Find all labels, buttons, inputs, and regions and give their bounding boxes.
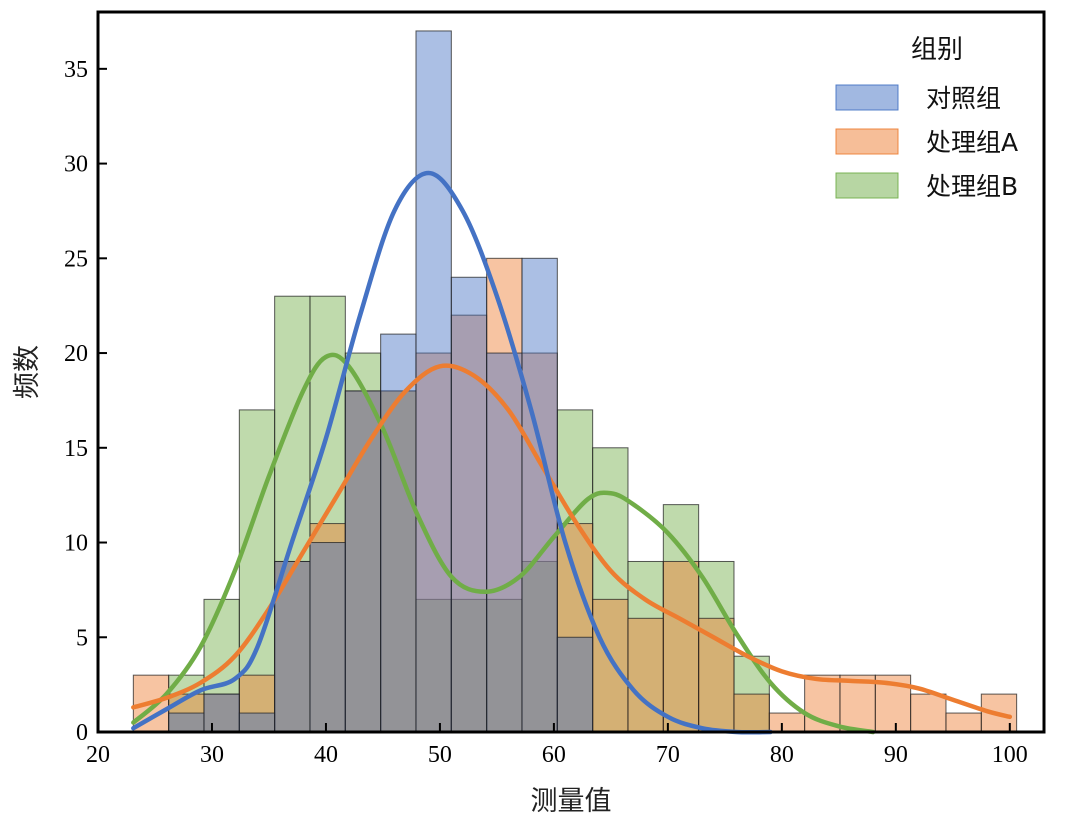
bar-group-a-5 bbox=[309, 523, 346, 733]
x-tick-label-90: 90 bbox=[884, 742, 908, 768]
legend-label-group-a: 处理组A bbox=[926, 128, 1018, 157]
legend-title: 组别 bbox=[911, 35, 963, 65]
y-tick-label-20: 20 bbox=[64, 341, 88, 367]
kde-curve-group-b bbox=[131, 352, 876, 735]
y-tick-label-30: 30 bbox=[64, 152, 88, 178]
x-tick-label-30: 30 bbox=[200, 742, 224, 768]
plot-frame bbox=[96, 10, 1046, 734]
bar-group-a-14 bbox=[627, 617, 664, 733]
bar-control-5 bbox=[309, 542, 346, 733]
kde-curve-control bbox=[131, 170, 773, 735]
kde-curves bbox=[131, 170, 1013, 735]
legend-label-control: 对照组 bbox=[926, 84, 1001, 113]
axis-ticks: 20 30 40 50 60 70 80 90 100 0 5 10 15 20 25 30 35 bbox=[64, 57, 1028, 768]
x-tick-label-20: 20 bbox=[86, 742, 110, 768]
bar-group-a-13 bbox=[592, 598, 629, 733]
bar-control-9 bbox=[450, 276, 488, 733]
y-tick-label-10: 10 bbox=[64, 531, 88, 557]
bar-group-a-17 bbox=[733, 693, 770, 733]
bar-group-a-2 bbox=[203, 693, 240, 733]
bar-group-a-9 bbox=[450, 314, 488, 733]
x-axis-title: 测量值 bbox=[531, 786, 612, 817]
x-tick-label-70: 70 bbox=[656, 742, 680, 768]
bar-group-a-16 bbox=[698, 617, 735, 733]
y-tick-label-0: 0 bbox=[76, 720, 88, 746]
bar-control-3 bbox=[238, 712, 276, 733]
bar-control-10 bbox=[486, 352, 523, 733]
bar-group-a-3 bbox=[238, 674, 276, 733]
legend-label-group-b: 处理组B bbox=[926, 172, 1018, 201]
x-tick-label-40: 40 bbox=[314, 742, 338, 768]
y-tick-label-25: 25 bbox=[64, 246, 88, 272]
bar-group-b-3 bbox=[238, 409, 276, 733]
bar-group-b-10 bbox=[486, 598, 523, 733]
legend: 组别 对照组 处理组A 处理组B bbox=[835, 35, 1018, 201]
bar-control-12 bbox=[556, 636, 594, 733]
legend-swatch-group-b bbox=[835, 172, 899, 199]
y-axis-title: 频数 bbox=[12, 345, 43, 399]
y-tick-label-5: 5 bbox=[76, 625, 88, 651]
x-tick-label-50: 50 bbox=[428, 742, 452, 768]
bar-group-a-18 bbox=[768, 712, 806, 733]
bar-group-a-10 bbox=[486, 257, 523, 733]
bar-control-2 bbox=[203, 693, 240, 733]
y-tick-label-15: 15 bbox=[64, 436, 88, 462]
bar-group-a-7 bbox=[380, 390, 417, 733]
bar-control-1 bbox=[168, 712, 205, 733]
bar-group-a-22 bbox=[910, 693, 947, 733]
y-tick-label-35: 35 bbox=[64, 57, 88, 83]
x-tick-label-100: 100 bbox=[992, 742, 1028, 768]
bar-group-b-4 bbox=[274, 295, 311, 733]
bar-group-a-15 bbox=[662, 560, 700, 733]
kde-curve-group-a bbox=[131, 363, 1013, 720]
bar-control-7 bbox=[380, 333, 417, 733]
legend-swatch-group-a bbox=[835, 128, 899, 155]
bar-control-8 bbox=[415, 30, 452, 733]
bar-control-6 bbox=[344, 390, 382, 733]
x-tick-label-80: 80 bbox=[770, 742, 794, 768]
legend-swatch-control bbox=[835, 84, 899, 111]
bar-group-a-23 bbox=[945, 712, 982, 733]
x-tick-label-60: 60 bbox=[542, 742, 566, 768]
